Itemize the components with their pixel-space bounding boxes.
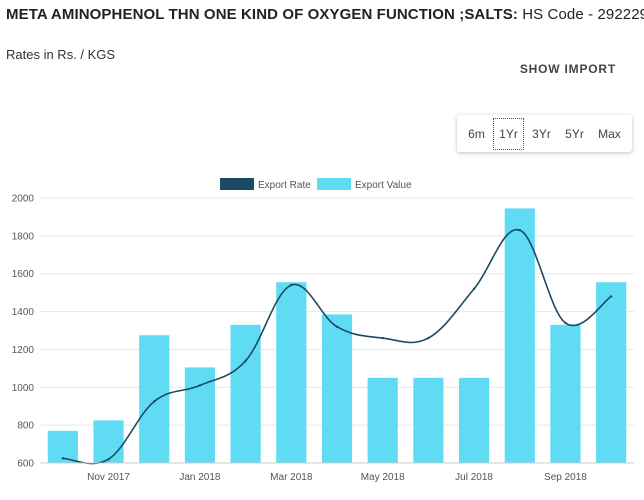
point-export-rate[interactable] bbox=[335, 325, 339, 328]
rates-unit-label: Rates in Rs. / KGS bbox=[6, 47, 116, 62]
point-export-rate[interactable] bbox=[61, 457, 65, 460]
point-export-rate[interactable] bbox=[472, 287, 476, 291]
x-tick-label: Mar 2018 bbox=[270, 472, 313, 483]
bar-export-value[interactable] bbox=[93, 420, 124, 463]
y-tick-label: 800 bbox=[17, 421, 34, 432]
y-tick-label: 1600 bbox=[12, 269, 35, 280]
title-hs-code: HS Code - 29222912 bbox=[522, 6, 644, 23]
y-tick-label: 600 bbox=[17, 459, 34, 470]
legend-export-rate-label[interactable]: Export Rate bbox=[258, 180, 311, 191]
bar-export-value[interactable] bbox=[413, 377, 444, 463]
chart-legend: Export Rate Export Value bbox=[220, 178, 412, 191]
bar-export-value[interactable] bbox=[458, 377, 490, 463]
x-axis: Nov 2017 Jan 2018 Mar 2018 May 2018 Jul 2018… bbox=[40, 462, 634, 483]
bar-export-value[interactable] bbox=[276, 282, 307, 463]
point-export-rate[interactable] bbox=[609, 295, 613, 298]
x-tick-label: May 2018 bbox=[361, 472, 405, 483]
bar-export-value[interactable] bbox=[504, 208, 535, 463]
point-export-rate[interactable] bbox=[153, 400, 156, 403]
bar-export-value[interactable] bbox=[184, 367, 216, 463]
range-max-button[interactable]: Max bbox=[598, 126, 621, 141]
x-tick-label: Jul 2018 bbox=[455, 472, 493, 483]
x-tick-label: Jan 2018 bbox=[179, 472, 221, 483]
point-export-rate[interactable] bbox=[107, 458, 110, 461]
range-5yr-button[interactable]: 5Yr bbox=[565, 126, 584, 141]
point-export-rate[interactable] bbox=[198, 384, 202, 387]
x-tick-label: Nov 2017 bbox=[87, 472, 130, 483]
show-import-button[interactable]: SHOW IMPORT bbox=[519, 62, 616, 76]
range-1yr-button[interactable]: 1Yr bbox=[493, 117, 524, 150]
export-rate-line bbox=[61, 228, 613, 465]
range-selector: 6m 1Yr 3Yr 5Yr Max bbox=[457, 115, 632, 152]
legend-export-value-swatch[interactable] bbox=[317, 178, 351, 190]
bar-export-value[interactable] bbox=[230, 324, 261, 463]
point-export-rate[interactable] bbox=[564, 321, 567, 325]
x-tick-label: Sep 2018 bbox=[544, 472, 587, 483]
y-tick-label: 1800 bbox=[12, 231, 35, 242]
bar-export-value[interactable] bbox=[321, 314, 353, 463]
export-value-bars bbox=[47, 208, 627, 463]
legend-export-rate-swatch[interactable] bbox=[220, 178, 254, 190]
range-6m-button[interactable]: 6m bbox=[468, 126, 485, 141]
title-product: META AMINOPHENOL THN ONE KIND OF OXYGEN … bbox=[6, 6, 518, 23]
legend-export-value-label[interactable]: Export Value bbox=[355, 180, 412, 191]
y-tick-label: 2000 bbox=[12, 194, 35, 205]
y-axis: 600 800 1000 1200 1400 1600 1800 2000 bbox=[12, 194, 35, 470]
range-3yr-button[interactable]: 3Yr bbox=[532, 126, 551, 141]
page-title: META AMINOPHENOL THN ONE KIND OF OXYGEN … bbox=[6, 6, 644, 23]
bar-export-value[interactable] bbox=[367, 377, 398, 463]
bar-export-value[interactable] bbox=[550, 324, 581, 463]
y-tick-label: 1000 bbox=[12, 383, 35, 394]
point-export-rate[interactable] bbox=[427, 336, 430, 340]
bar-export-value[interactable] bbox=[596, 282, 627, 463]
point-export-rate[interactable] bbox=[244, 359, 247, 362]
point-export-rate[interactable] bbox=[381, 336, 384, 340]
point-export-rate[interactable] bbox=[290, 283, 293, 287]
bar-export-value[interactable] bbox=[139, 335, 170, 463]
y-tick-label: 1400 bbox=[12, 307, 35, 318]
point-export-rate[interactable] bbox=[518, 228, 521, 232]
y-tick-label: 1200 bbox=[12, 345, 35, 356]
